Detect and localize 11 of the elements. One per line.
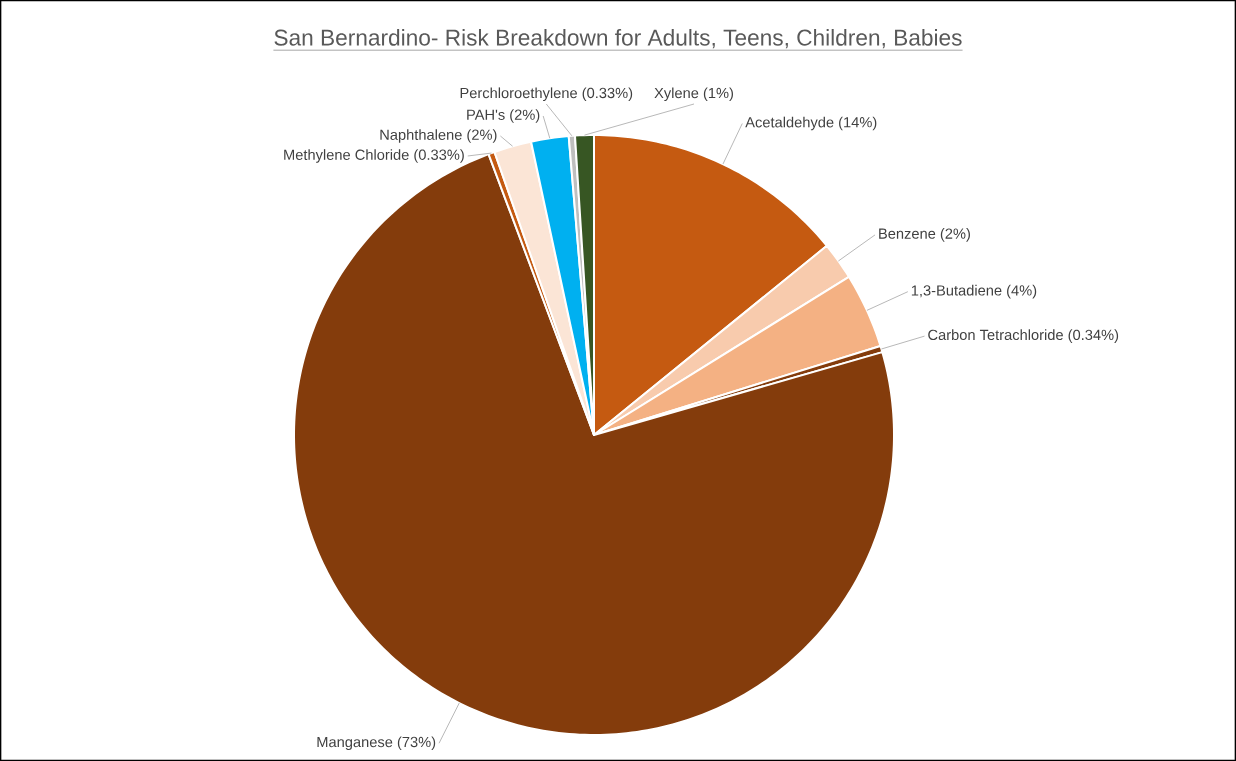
slice-label: 1,3-Butadiene (4%)	[911, 284, 1037, 299]
chart-title: San Bernardino- Risk Breakdown for Adults, Teens, Children, Babies	[274, 29, 962, 49]
slice-label: PAH's (2%)	[467, 109, 540, 123]
slice-label: Perchloroethylene (0.33%)	[460, 87, 633, 102]
slice-label: Carbon Tetrachloride (0.34%)	[928, 329, 1119, 343]
slice-label: Naphthalene (2%)	[380, 129, 497, 143]
slice-label: Methylene Chloride (0.33%)	[284, 149, 464, 163]
slice-label: Benzene (2%)	[879, 228, 970, 242]
slice-label: Acetaldehyde (14%)	[745, 116, 877, 131]
slice-label: Manganese (73%)	[317, 736, 436, 751]
slice-label: Xylene (1%)	[654, 87, 734, 102]
